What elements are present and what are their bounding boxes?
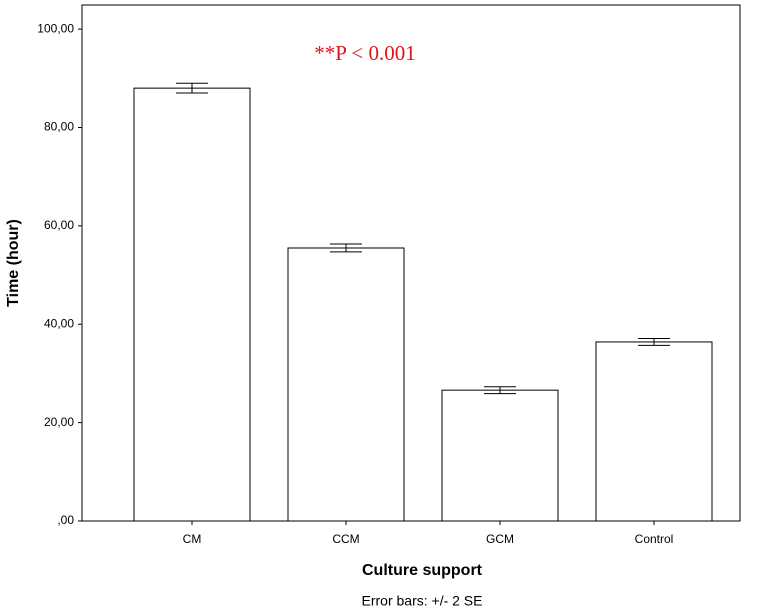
plot-frame bbox=[81, 4, 741, 522]
caption: Error bars: +/- 2 SE bbox=[362, 593, 483, 609]
y-tick-label: 80,00 bbox=[44, 120, 74, 134]
x-tick-label: CM bbox=[183, 532, 202, 546]
error-bar bbox=[176, 82, 208, 94]
x-tick-label: Control bbox=[635, 532, 674, 546]
y-axis-title: Time (hour) bbox=[5, 219, 22, 307]
annotation: **P < 0.001 bbox=[314, 41, 416, 65]
y-tick-label: 60,00 bbox=[44, 218, 74, 232]
error-bar bbox=[330, 243, 362, 253]
x-tick-label: GCM bbox=[486, 532, 514, 546]
bar bbox=[133, 87, 251, 522]
x-axis-title: Culture support bbox=[362, 562, 483, 579]
bar bbox=[287, 247, 405, 522]
bar bbox=[441, 389, 559, 522]
y-tick-label: 40,00 bbox=[44, 316, 74, 330]
error-bar bbox=[638, 338, 670, 346]
y-tick-label: 100,00 bbox=[37, 21, 74, 35]
bar bbox=[595, 341, 713, 522]
y-tick-label: 20,00 bbox=[44, 415, 74, 429]
y-tick-label: ,00 bbox=[57, 513, 74, 527]
error-bar bbox=[484, 386, 516, 395]
x-tick-label: CCM bbox=[332, 532, 359, 546]
